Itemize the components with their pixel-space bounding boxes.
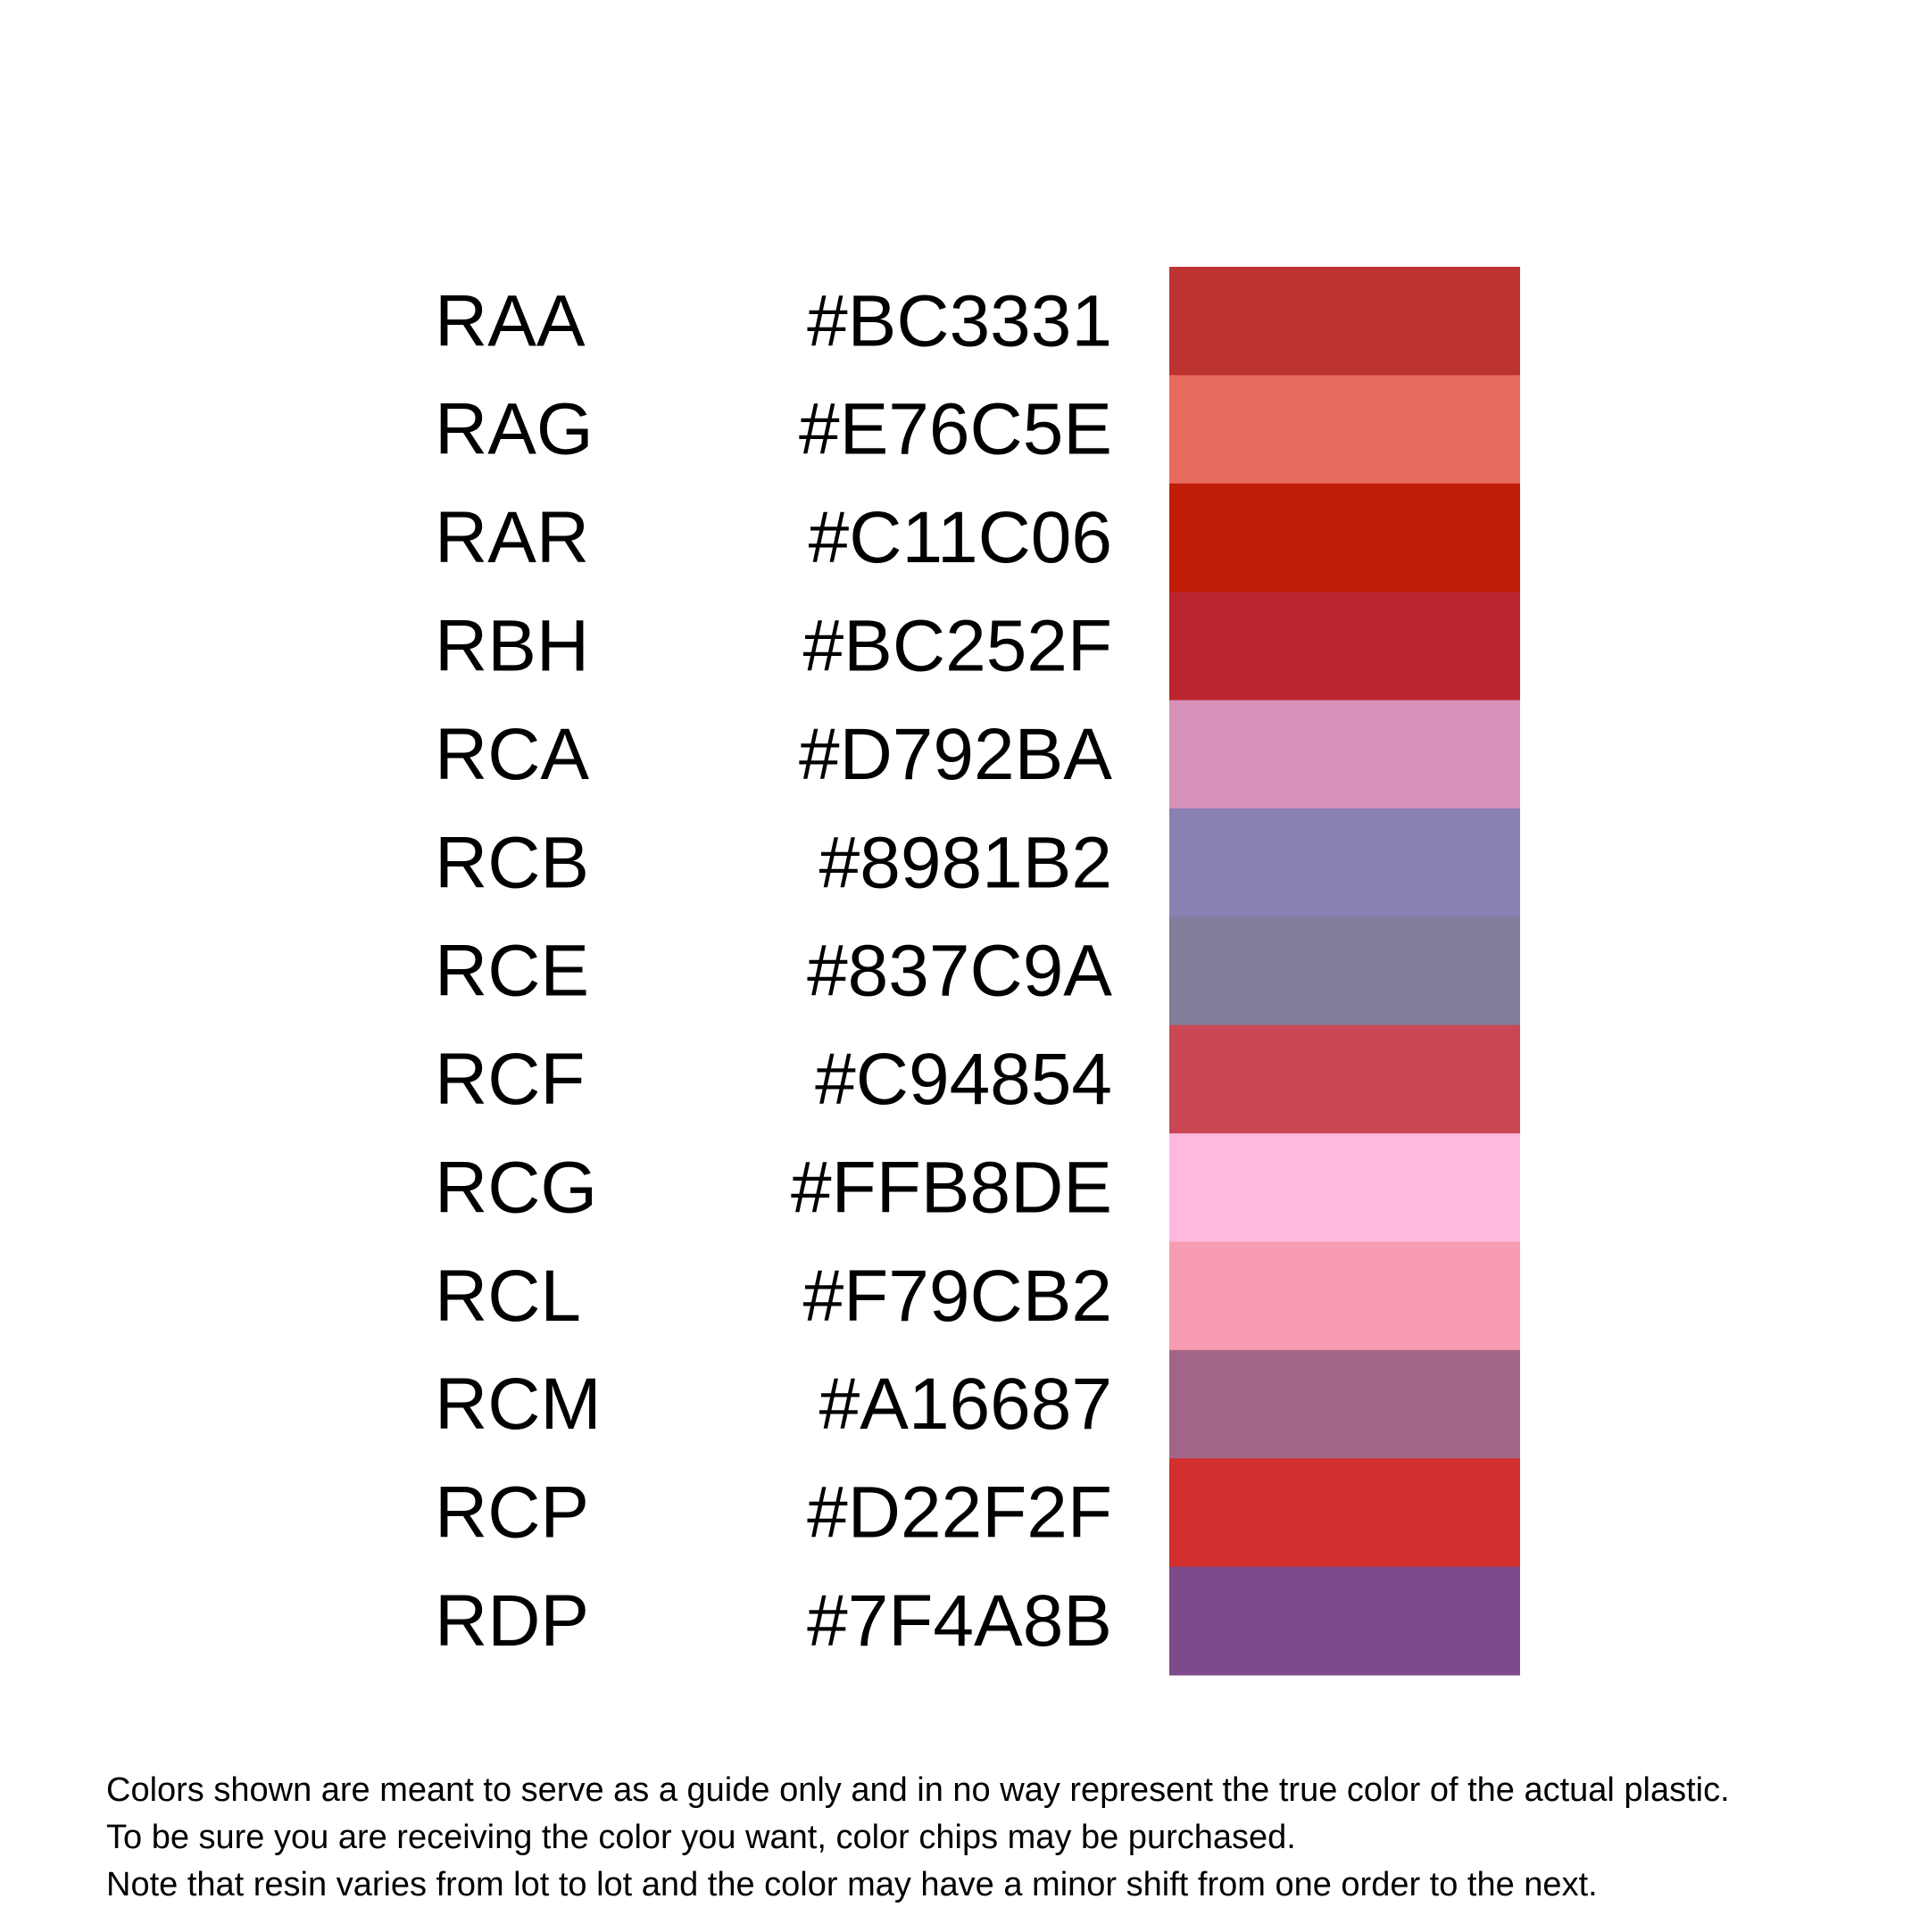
color-code: RAR — [435, 497, 589, 578]
disclaimer-line: Note that resin varies from lot to lot a… — [106, 1866, 1598, 1903]
color-swatch — [1169, 1458, 1520, 1568]
hex-value: #8981B2 — [819, 822, 1112, 903]
color-swatch — [1169, 1133, 1520, 1242]
color-swatch — [1169, 916, 1520, 1026]
hex-value: #E76C5E — [799, 389, 1112, 470]
color-code: RDP — [435, 1580, 589, 1662]
color-swatch — [1169, 267, 1520, 376]
color-swatch — [1169, 375, 1520, 485]
color-code: RCA — [435, 714, 589, 795]
color-code: RAA — [435, 280, 586, 361]
hex-value: #D22F2F — [807, 1472, 1112, 1554]
hex-value: #BC252F — [803, 606, 1112, 687]
color-code: RAG — [435, 389, 594, 470]
color-code: RBH — [435, 606, 589, 687]
hex-value: #FFB8DE — [791, 1147, 1112, 1228]
color-swatch — [1169, 808, 1520, 917]
color-code: RCE — [435, 931, 589, 1012]
hex-value: #BC3331 — [807, 280, 1112, 361]
hex-value: #7F4A8B — [807, 1580, 1112, 1662]
color-code: RCF — [435, 1039, 586, 1120]
color-swatch — [1169, 592, 1520, 701]
hex-value: #D792BA — [799, 714, 1112, 795]
color-swatch — [1169, 1566, 1520, 1676]
color-code: RCP — [435, 1472, 589, 1554]
color-swatch — [1169, 1024, 1520, 1134]
color-code: RCG — [435, 1147, 597, 1228]
color-code: RCL — [435, 1256, 581, 1337]
color-swatch — [1169, 700, 1520, 809]
color-code: RCM — [435, 1364, 602, 1445]
disclaimer-line: Colors shown are meant to serve as a gui… — [106, 1771, 1730, 1809]
color-swatch — [1169, 1241, 1520, 1351]
hex-value: #C94854 — [815, 1039, 1112, 1120]
color-swatch — [1169, 483, 1520, 593]
hex-value: #837C9A — [807, 931, 1112, 1012]
hex-value: #A16687 — [819, 1364, 1112, 1445]
disclaimer-line: To be sure you are receiving the color y… — [106, 1819, 1296, 1856]
hex-value: #C11C06 — [809, 497, 1112, 578]
hex-value: #F79CB2 — [803, 1256, 1112, 1337]
color-swatch — [1169, 1349, 1520, 1459]
color-code: RCB — [435, 822, 589, 903]
